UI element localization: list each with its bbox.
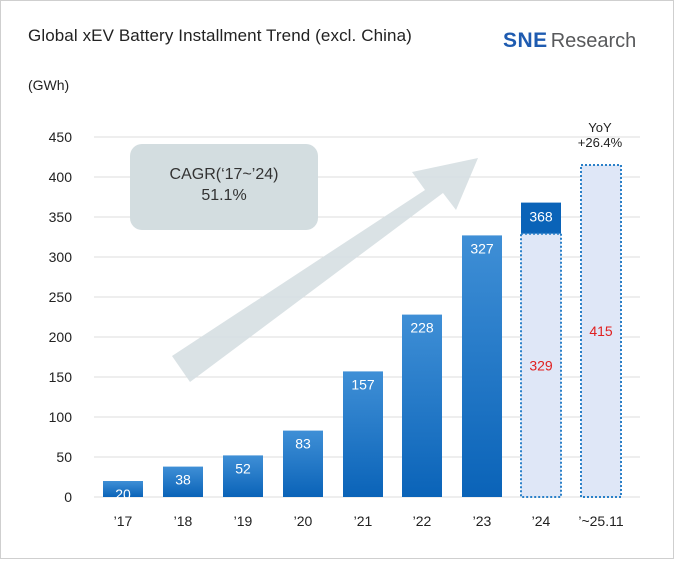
bar-value-label: 52 [235,460,251,476]
x-tick-label: ’24 [532,513,551,529]
bar-partial-value-label: 329 [529,357,553,373]
y-tick-label: 200 [49,329,73,345]
bar-value-label: 327 [470,240,494,256]
bar [402,314,442,497]
x-tick-label: ’18 [174,513,193,529]
sne-research-logo: SNE Research [503,29,636,53]
chart-title: Global xEV Battery Installment Trend (ex… [28,26,412,45]
cagr-label: CAGR(‘17~’24) [169,166,279,183]
bar-partial-period [520,232,562,499]
cagr-value: 51.1% [201,187,247,204]
cagr-callout: CAGR(‘17~’24) 51.1% [130,144,318,230]
logo-brand: SNE [503,29,548,52]
bar-partial-period [580,164,622,498]
y-tick-label: 150 [49,369,73,385]
y-tick-label: 450 [49,129,73,145]
bar [462,235,502,497]
x-tick-label: ’22 [413,513,432,529]
bar [283,430,323,497]
logo-suffix: Research [550,30,637,52]
bar-value-label: 20 [115,486,131,502]
bar-value-label: 228 [410,320,434,336]
bar-value-label: 368 [529,209,553,225]
x-tick-label: ’19 [234,513,253,529]
yoy-value: +26.4% [577,135,623,150]
y-tick-label: 0 [64,489,72,505]
yoy-label: YoY [588,120,612,135]
x-tick-label: ’17 [114,513,133,529]
y-tick-label: 300 [49,249,73,265]
y-tick-label: 100 [49,409,73,425]
y-tick-label: 400 [49,169,73,185]
bar-value-label: 38 [175,472,191,488]
bar-partial-value-label: 415 [589,323,613,339]
y-tick-label: 250 [49,289,73,305]
y-axis-unit: (GWh) [28,77,70,93]
x-tick-label: ’~25.11 [578,513,623,529]
bar-value-label: 157 [351,376,375,392]
bar-full-year-segment [521,202,561,234]
bar [163,466,203,497]
cagr-arrow [172,158,478,382]
bar [223,455,263,497]
bar [103,481,143,497]
x-tick-label: ’21 [354,513,373,529]
x-tick-label: ’23 [473,513,492,529]
bar-value-label: 83 [295,436,311,452]
yoy-annotation: YoY +26.4% [560,120,640,150]
x-tick-label: ’20 [294,513,313,529]
bar [343,371,383,497]
y-tick-label: 50 [56,449,72,465]
y-tick-label: 350 [49,209,73,225]
